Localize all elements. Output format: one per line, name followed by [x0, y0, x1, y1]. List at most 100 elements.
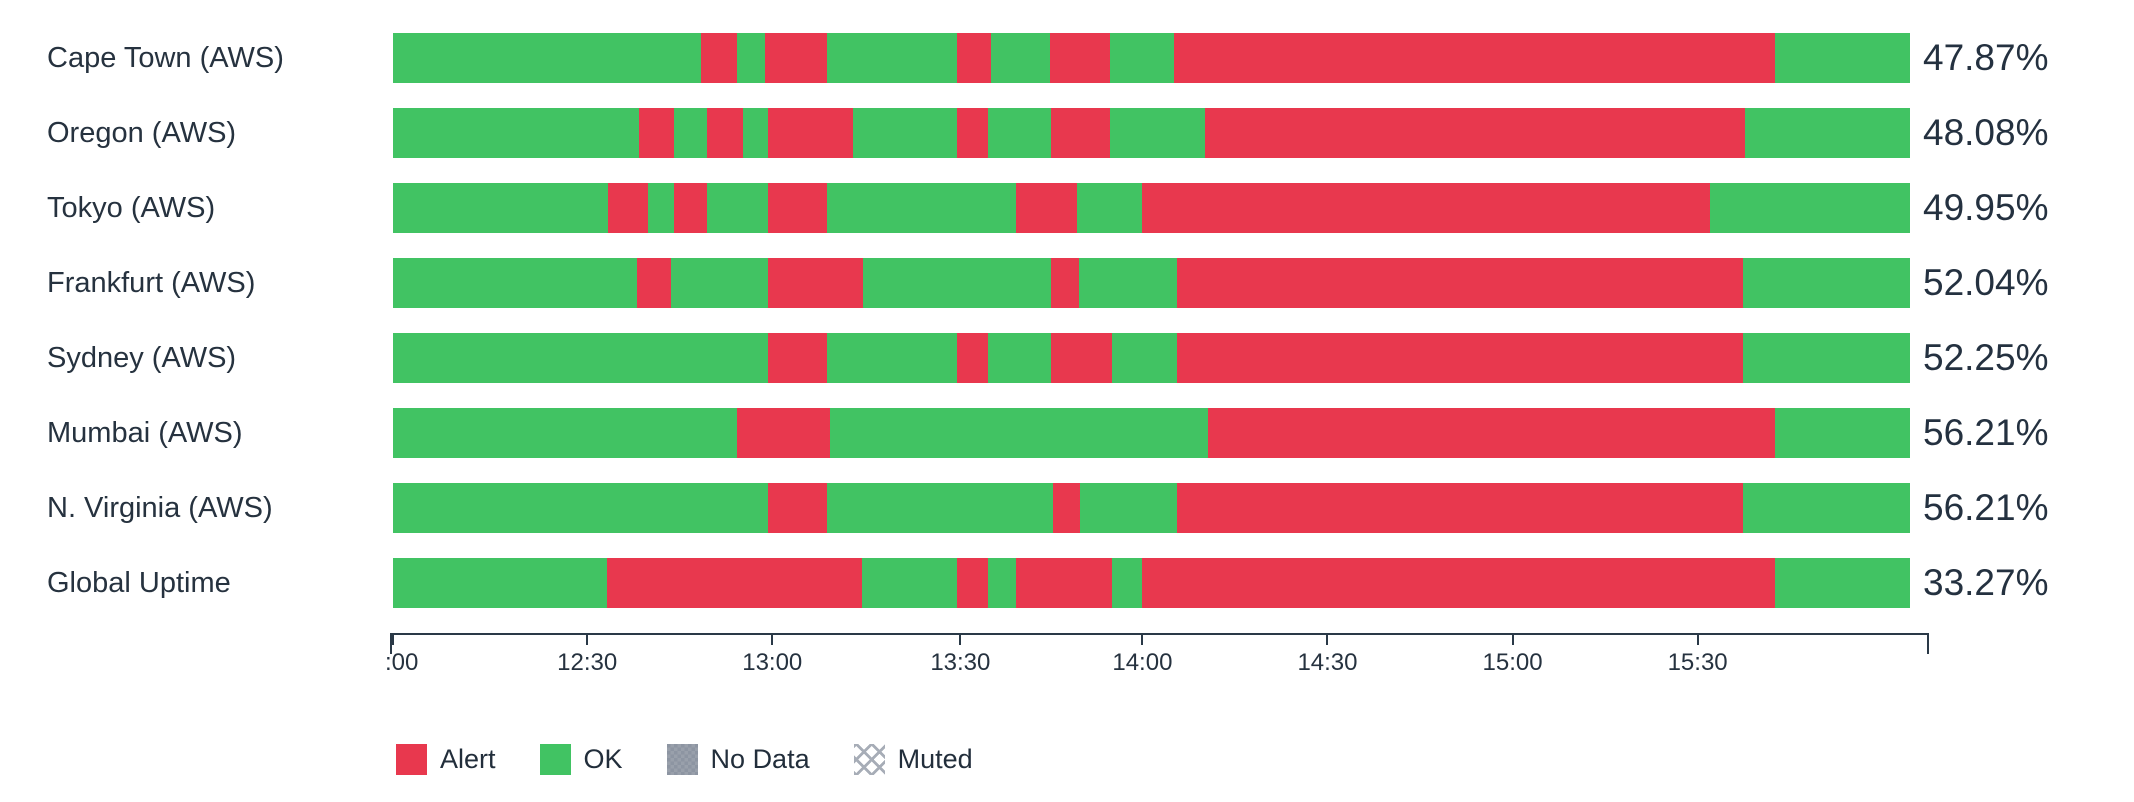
status-segment-ok[interactable]: [1112, 558, 1143, 608]
status-segment-ok[interactable]: [1743, 483, 1910, 533]
status-segment-ok[interactable]: [673, 108, 707, 158]
muted-swatch-icon: [853, 744, 885, 775]
status-segment-ok[interactable]: [1110, 108, 1205, 158]
status-bar: [393, 408, 1910, 458]
status-segment-alert[interactable]: [957, 33, 991, 83]
axis-tick-label: 13:30: [930, 649, 991, 676]
status-row: Sydney (AWS) 52.25%: [0, 333, 2134, 383]
status-segment-alert[interactable]: [1177, 258, 1744, 308]
axis-tick-label: :00: [385, 649, 419, 676]
axis-tick: [586, 633, 589, 645]
legend-item-muted[interactable]: Muted: [853, 744, 973, 775]
status-segment-alert[interactable]: [606, 558, 862, 608]
status-segment-ok[interactable]: [743, 108, 768, 158]
status-segment-alert[interactable]: [957, 108, 988, 158]
status-segment-ok[interactable]: [852, 108, 958, 158]
status-segment-ok[interactable]: [737, 33, 765, 83]
status-segment-ok[interactable]: [861, 558, 958, 608]
status-segment-alert[interactable]: [767, 258, 864, 308]
status-segment-ok[interactable]: [1078, 258, 1178, 308]
status-segment-ok[interactable]: [393, 408, 738, 458]
row-label: Mumbai (AWS): [47, 417, 243, 449]
status-segment-ok[interactable]: [670, 258, 768, 308]
status-segment-alert[interactable]: [1052, 483, 1081, 533]
status-segment-alert[interactable]: [700, 33, 738, 83]
status-segment-alert[interactable]: [1016, 558, 1112, 608]
status-segment-ok[interactable]: [987, 558, 1017, 608]
status-segment-alert[interactable]: [1207, 408, 1775, 458]
uptime-percentage: 47.87%: [1923, 37, 2049, 78]
status-segment-ok[interactable]: [1774, 408, 1910, 458]
status-segment-alert[interactable]: [1142, 558, 1775, 608]
status-segment-ok[interactable]: [1709, 183, 1910, 233]
status-segment-ok[interactable]: [393, 333, 768, 383]
status-segment-ok[interactable]: [987, 333, 1052, 383]
status-segment-ok[interactable]: [1774, 558, 1910, 608]
status-segment-ok[interactable]: [1110, 33, 1175, 83]
legend-item-no_data[interactable]: No Data: [666, 744, 810, 775]
status-segment-alert[interactable]: [767, 108, 853, 158]
legend-item-ok[interactable]: OK: [539, 744, 623, 775]
status-bar: [393, 258, 1910, 308]
status-segment-ok[interactable]: [1743, 258, 1910, 308]
status-segment-ok[interactable]: [1774, 33, 1910, 83]
status-segment-alert[interactable]: [1204, 108, 1745, 158]
status-segment-ok[interactable]: [987, 108, 1052, 158]
axis-tick: [771, 633, 774, 645]
status-segment-ok[interactable]: [1743, 333, 1910, 383]
status-segment-ok[interactable]: [990, 33, 1050, 83]
status-segment-ok[interactable]: [826, 483, 1053, 533]
status-segment-alert[interactable]: [767, 483, 827, 533]
status-row: Mumbai (AWS) 56.21%: [0, 408, 2134, 458]
status-segment-alert[interactable]: [1051, 108, 1111, 158]
status-segment-alert[interactable]: [673, 183, 707, 233]
status-row: Cape Town (AWS) 47.87%: [0, 33, 2134, 83]
status-segment-ok[interactable]: [1112, 333, 1178, 383]
status-segment-ok[interactable]: [393, 108, 639, 158]
status-segment-alert[interactable]: [1177, 483, 1744, 533]
status-segment-alert[interactable]: [1142, 183, 1710, 233]
status-segment-alert[interactable]: [767, 183, 827, 233]
status-segment-alert[interactable]: [1049, 33, 1111, 83]
legend-item-alert[interactable]: Alert: [396, 744, 496, 775]
uptime-percentage: 56.21%: [1923, 487, 2049, 528]
status-segment-alert[interactable]: [957, 333, 988, 383]
status-segment-alert[interactable]: [1051, 333, 1112, 383]
status-segment-ok[interactable]: [1744, 108, 1910, 158]
status-segment-alert[interactable]: [767, 333, 827, 383]
axis-tick: [392, 633, 394, 645]
status-segment-ok[interactable]: [826, 33, 958, 83]
uptime-percentage: 33.27%: [1923, 562, 2049, 603]
status-segment-alert[interactable]: [1177, 333, 1744, 383]
status-bar: [393, 33, 1910, 83]
status-segment-alert[interactable]: [608, 183, 648, 233]
status-segment-ok[interactable]: [863, 258, 1052, 308]
status-segment-alert[interactable]: [638, 108, 674, 158]
status-segment-ok[interactable]: [826, 333, 958, 383]
status-segment-alert[interactable]: [707, 108, 744, 158]
no_data-swatch-icon: [666, 744, 698, 775]
status-segment-ok[interactable]: [393, 33, 701, 83]
time-axis: :00 12:30 13:00 13:30 14:00 14:30 15:00 15:30: [385, 633, 1929, 681]
status-segment-alert[interactable]: [737, 408, 830, 458]
status-segment-ok[interactable]: [1080, 483, 1178, 533]
axis-tick: [1511, 633, 1514, 645]
status-segment-ok[interactable]: [829, 408, 1208, 458]
status-segment-alert[interactable]: [764, 33, 827, 83]
uptime-percentage: 52.25%: [1923, 337, 2049, 378]
axis-tick: [1141, 633, 1144, 645]
status-segment-alert[interactable]: [957, 558, 988, 608]
status-segment-ok[interactable]: [393, 183, 609, 233]
status-segment-ok[interactable]: [393, 258, 638, 308]
status-segment-alert[interactable]: [1051, 258, 1079, 308]
status-segment-ok[interactable]: [1077, 183, 1143, 233]
status-segment-ok[interactable]: [706, 183, 768, 233]
status-segment-ok[interactable]: [826, 183, 1017, 233]
status-segment-ok[interactable]: [647, 183, 674, 233]
status-segment-ok[interactable]: [393, 558, 607, 608]
status-segment-ok[interactable]: [393, 483, 768, 533]
status-segment-alert[interactable]: [1174, 33, 1775, 83]
axis-tick: [1696, 633, 1699, 645]
status-segment-alert[interactable]: [637, 258, 671, 308]
status-segment-alert[interactable]: [1016, 183, 1078, 233]
